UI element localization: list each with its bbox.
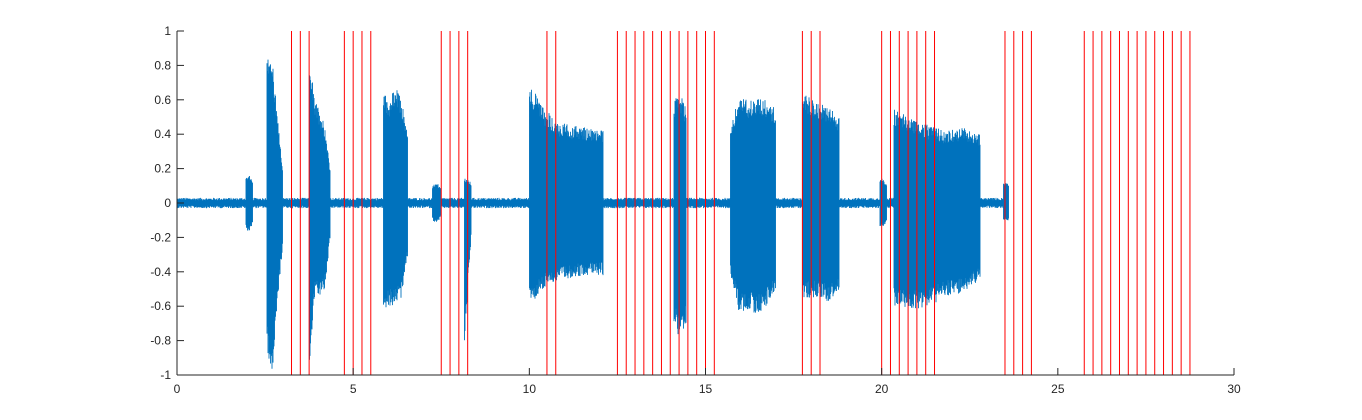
y-axis-ticks: 1 0.8 0.6 0.4 0.2 0 -0.2 -0.4 -0.6 -0.8 -1 xyxy=(150,24,184,382)
x-axis-ticks: 0 5 10 15 20 25 30 xyxy=(174,368,1241,396)
y-tick-label: 0 xyxy=(164,196,171,210)
x-tick-label: 15 xyxy=(699,382,713,396)
x-tick-label: 30 xyxy=(1227,382,1241,396)
y-tick-label: 0.4 xyxy=(154,127,171,141)
y-tick-label: -0.6 xyxy=(150,299,171,313)
y-tick-label: 1 xyxy=(164,24,171,38)
y-tick-label: 0.8 xyxy=(154,58,171,72)
x-tick-label: 10 xyxy=(523,382,537,396)
waveform-trace xyxy=(176,59,1009,369)
marker-lines xyxy=(291,31,1191,375)
waveform-series xyxy=(176,59,1009,369)
y-tick-label: -1 xyxy=(160,368,171,382)
y-tick-label: 0.6 xyxy=(154,93,171,107)
x-tick-label: 25 xyxy=(1051,382,1065,396)
y-tick-label: -0.2 xyxy=(150,230,171,244)
x-tick-label: 0 xyxy=(174,382,181,396)
x-tick-label: 5 xyxy=(350,382,357,396)
y-tick-label: 0.2 xyxy=(154,162,171,176)
y-tick-label: -0.8 xyxy=(150,334,171,348)
plot-area xyxy=(176,31,1191,375)
y-tick-label: -0.4 xyxy=(150,265,171,279)
x-tick-label: 20 xyxy=(875,382,889,396)
